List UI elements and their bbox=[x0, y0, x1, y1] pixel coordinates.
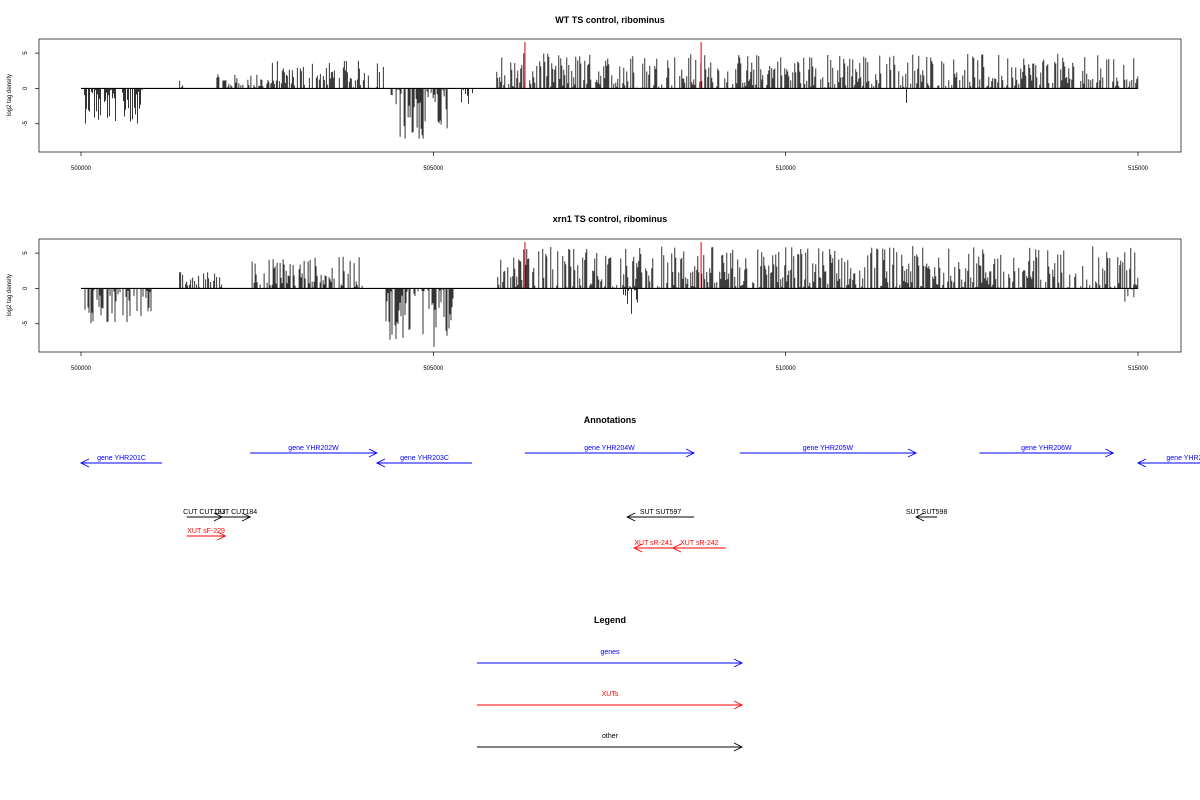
annotation-items: gene YHR201C gene YHR202W gene YHR203C gene… bbox=[79, 445, 1200, 553]
feature-label: XUT sR-241 bbox=[634, 540, 672, 547]
plot-frame bbox=[38, 38, 1182, 153]
annotation-feature: gene YHR205W bbox=[739, 445, 918, 458]
panel-title: WT TS control, ribominus bbox=[555, 15, 665, 25]
legend-title: Legend bbox=[594, 615, 626, 625]
y-axis-label: log2 tag density bbox=[7, 274, 13, 316]
feature-label: gene YHR205W bbox=[803, 445, 854, 452]
annotation-feature: CUT CUT183 bbox=[183, 509, 226, 522]
arrowhead-icon bbox=[213, 512, 223, 522]
legend-entry: XUTs bbox=[477, 691, 744, 710]
feature-label: CUT CUT184 bbox=[215, 509, 257, 516]
annotation-feature: gene YHR206W bbox=[979, 445, 1115, 458]
feature-label: gene YHR201C bbox=[97, 455, 146, 462]
annotation-feature: XUT sR-241 bbox=[633, 540, 673, 553]
feature-label: SUT SUT597 bbox=[640, 509, 682, 516]
feature-label: CUT CUT183 bbox=[183, 509, 225, 516]
annotation-feature: SUT SUT597 bbox=[626, 509, 695, 522]
arrowhead-icon bbox=[733, 742, 744, 752]
arrowhead-icon bbox=[671, 543, 682, 553]
arrowhead-icon bbox=[1136, 458, 1147, 468]
y-axis-label: log2 tag density bbox=[7, 74, 13, 116]
x-tick-label: 510000 bbox=[776, 366, 797, 372]
feature-label: gene YHR207C bbox=[1166, 455, 1200, 462]
feature-label: XUT sF-229 bbox=[187, 528, 225, 535]
legend-label: other bbox=[602, 733, 619, 740]
feature-label: gene YHR202W bbox=[288, 445, 339, 452]
arrowhead-icon bbox=[907, 448, 918, 458]
arrowhead-icon bbox=[633, 543, 643, 553]
x-tick-label: 500000 bbox=[71, 366, 92, 372]
legend-items: genes XUTs other bbox=[477, 649, 744, 752]
feature-label: gene YHR206W bbox=[1021, 445, 1072, 452]
bar-group bbox=[81, 42, 1139, 139]
y-tick-label: -5 bbox=[23, 120, 29, 126]
y-tick-label: -5 bbox=[23, 320, 29, 326]
y-tick-label: 0 bbox=[23, 86, 29, 90]
annotation-feature: gene YHR207C bbox=[1136, 455, 1200, 468]
arrowhead-icon bbox=[241, 512, 252, 522]
arrowhead-icon bbox=[375, 458, 386, 468]
y-tick-label: 5 bbox=[23, 51, 29, 55]
arrowhead-icon bbox=[915, 512, 925, 522]
legend-label: genes bbox=[600, 649, 620, 656]
arrowhead-icon bbox=[733, 658, 744, 668]
plot-frame bbox=[38, 238, 1182, 353]
y-tick-label: 5 bbox=[23, 251, 29, 255]
track-panel-xrn1: xrn1 TS control, ribominus log2 tag dens… bbox=[7, 214, 1182, 372]
feature-label: SUT SUT598 bbox=[906, 509, 948, 516]
annotation-feature: CUT CUT184 bbox=[215, 509, 257, 522]
arrowhead-icon bbox=[368, 448, 378, 458]
legend-entry: other bbox=[477, 733, 744, 752]
x-tick-label: 515000 bbox=[1128, 366, 1149, 372]
annotations-title: Annotations bbox=[584, 415, 637, 425]
annotation-feature: SUT SUT598 bbox=[906, 509, 948, 522]
feature-label: gene YHR203C bbox=[400, 455, 449, 462]
legend: Legend genes XUTs other bbox=[477, 615, 744, 752]
x-tick-label: 515000 bbox=[1128, 166, 1149, 172]
arrowhead-icon bbox=[733, 700, 744, 710]
arrowhead-icon bbox=[1105, 448, 1115, 458]
annotation-feature: gene YHR203C bbox=[375, 455, 473, 468]
panel-title: xrn1 TS control, ribominus bbox=[553, 214, 668, 224]
arrowhead-icon bbox=[685, 448, 696, 458]
legend-entry: genes bbox=[477, 649, 744, 668]
legend-label: XUTs bbox=[602, 691, 619, 698]
x-tick-label: 505000 bbox=[423, 366, 444, 372]
track-panel-wt: WT TS control, ribominus log2 tag densit… bbox=[7, 15, 1182, 172]
arrowhead-icon bbox=[79, 458, 90, 468]
annotation-feature: gene YHR201C bbox=[79, 455, 163, 468]
annotation-feature: XUT sF-229 bbox=[186, 528, 227, 541]
x-tick-label: 510000 bbox=[776, 166, 797, 172]
axes-group: 500000 505000 510000 515000 -5 0 5 bbox=[23, 51, 1149, 172]
axes-group: 500000 505000 510000 515000 -5 0 5 bbox=[23, 251, 1149, 372]
annotation-feature: XUT sR-242 bbox=[671, 540, 726, 553]
x-tick-label: 505000 bbox=[423, 166, 444, 172]
feature-label: gene YHR204W bbox=[584, 445, 635, 452]
arrowhead-icon bbox=[626, 512, 636, 522]
bar-group bbox=[81, 242, 1139, 347]
feature-label: XUT sR-242 bbox=[680, 540, 718, 547]
annotation-feature: gene YHR204W bbox=[524, 445, 696, 458]
annotation-feature: gene YHR202W bbox=[250, 445, 378, 458]
x-tick-label: 500000 bbox=[71, 166, 92, 172]
y-tick-label: 0 bbox=[23, 286, 29, 290]
arrowhead-icon bbox=[217, 531, 227, 541]
